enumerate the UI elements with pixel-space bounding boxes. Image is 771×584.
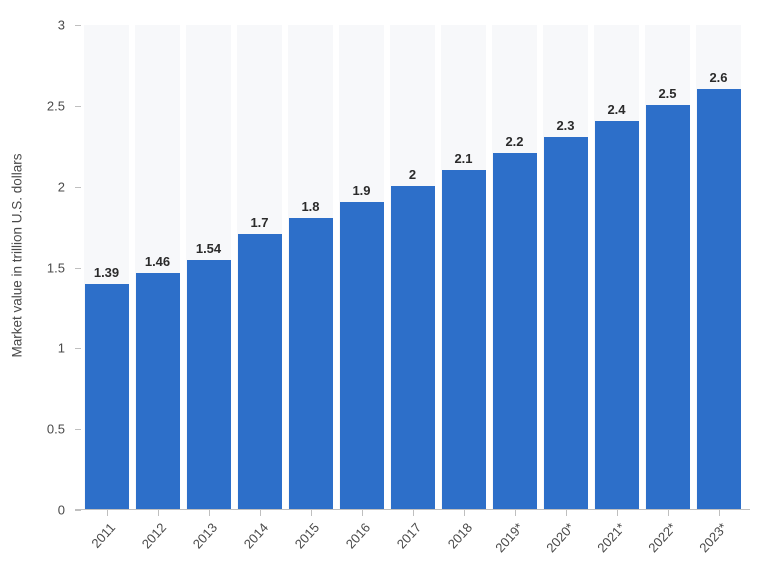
bar[interactable] (544, 137, 588, 509)
y-tick-label: 2.5 (5, 98, 65, 113)
bar-slot: 1.9 (339, 25, 384, 509)
x-tick: 2016 (339, 512, 384, 572)
x-tick: 2018 (441, 512, 486, 572)
bar-slot: 2.4 (594, 25, 639, 509)
y-tick-label: 0 (5, 503, 65, 518)
bar[interactable] (697, 89, 741, 509)
x-tick-mark (719, 510, 720, 516)
bar-value-label: 2.2 (505, 134, 523, 149)
bar[interactable] (442, 170, 486, 510)
x-tick-mark (158, 510, 159, 516)
bar-value-label: 2.3 (556, 118, 574, 133)
bar[interactable] (289, 218, 333, 509)
y-tick-mark (75, 187, 81, 188)
bar[interactable] (136, 273, 180, 509)
x-tick-label: 2011 (88, 520, 118, 551)
bar-value-label: 2.5 (658, 86, 676, 101)
y-tick-label: 3 (5, 18, 65, 33)
bar-slot: 2 (390, 25, 435, 509)
x-tick: 2012 (135, 512, 180, 572)
y-tick-mark (75, 268, 81, 269)
x-tick-label: 2017 (393, 520, 423, 552)
market-value-bar-chart: Market value in trillion U.S. dollars 00… (0, 0, 771, 584)
x-tick-label: 2014 (240, 520, 270, 552)
bar-value-label: 1.46 (145, 254, 170, 269)
x-tick-label: 2012 (138, 520, 168, 552)
x-tick: 2017 (390, 512, 435, 572)
bar-slot: 2.6 (696, 25, 741, 509)
y-tick-label: 1 (5, 341, 65, 356)
x-tick-mark (566, 510, 567, 516)
bar-value-label: 1.7 (250, 215, 268, 230)
bar-value-label: 1.9 (352, 183, 370, 198)
x-tick-label: 2013 (189, 520, 219, 552)
bar-slot: 2.5 (645, 25, 690, 509)
x-tick: 2022* (645, 512, 690, 572)
x-tick-mark (260, 510, 261, 516)
bar-value-label: 2.4 (607, 102, 625, 117)
y-tick-mark (75, 25, 81, 26)
bar-value-label: 1.8 (301, 199, 319, 214)
y-tick-mark (75, 429, 81, 430)
bar[interactable] (595, 121, 639, 509)
x-tick-mark (464, 510, 465, 516)
bar-slot: 1.39 (84, 25, 129, 509)
x-tick-label: 2020* (543, 520, 577, 555)
bar[interactable] (493, 153, 537, 509)
bar-value-label: 2.6 (709, 70, 727, 85)
x-tick-mark (107, 510, 108, 516)
bar-value-label: 1.54 (196, 241, 221, 256)
x-tick-mark (311, 510, 312, 516)
x-tick-label: 2023* (696, 520, 730, 555)
x-tick: 2015 (288, 512, 333, 572)
x-tick: 2020* (543, 512, 588, 572)
x-tick: 2013 (186, 512, 231, 572)
x-tick-label: 2022* (645, 520, 679, 555)
bar-slot: 1.46 (135, 25, 180, 509)
bar[interactable] (646, 105, 690, 509)
y-tick-mark (75, 348, 81, 349)
x-tick-mark (668, 510, 669, 516)
x-tick-mark (209, 510, 210, 516)
bar[interactable] (391, 186, 435, 509)
x-tick-label: 2015 (291, 520, 321, 552)
y-tick-label: 0.5 (5, 422, 65, 437)
bar-slot: 2.1 (441, 25, 486, 509)
x-tick-mark (617, 510, 618, 516)
bar-slot: 2.2 (492, 25, 537, 509)
x-tick-label: 2016 (342, 520, 372, 552)
bars-container: 1.39 1.46 1.54 1.7 1.8 1.9 2 2.1 2.2 2.3 2.4 2.5 2.6 (75, 25, 750, 509)
bar-value-label: 1.39 (94, 265, 119, 280)
x-axis-ticks: 2011 2012 2013 2014 2015 2016 2017 2018 2019* 202… (75, 512, 750, 572)
x-tick-mark (515, 510, 516, 516)
x-tick-mark (362, 510, 363, 516)
x-tick-label: 2019* (492, 520, 526, 555)
x-tick-mark (413, 510, 414, 516)
bar-slot: 1.54 (186, 25, 231, 509)
x-tick: 2023* (696, 512, 741, 572)
x-tick: 2014 (237, 512, 282, 572)
y-tick-mark (75, 510, 81, 511)
x-tick-label: 2021* (594, 520, 628, 555)
bar[interactable] (187, 260, 231, 509)
bar-slot: 1.8 (288, 25, 333, 509)
x-tick: 2011 (84, 512, 129, 572)
y-axis-ticks: 00.511.522.53 (0, 25, 75, 510)
x-tick: 2019* (492, 512, 537, 572)
y-tick-mark (75, 106, 81, 107)
x-tick-label: 2018 (444, 520, 474, 552)
bar-slot: 2.3 (543, 25, 588, 509)
plot-area: 1.39 1.46 1.54 1.7 1.8 1.9 2 2.1 2.2 2.3 2.4 2.5 2.6 (75, 25, 750, 510)
bar-value-label: 2 (409, 167, 416, 182)
bar[interactable] (85, 284, 129, 509)
bar-slot: 1.7 (237, 25, 282, 509)
y-tick-label: 1.5 (5, 260, 65, 275)
bar[interactable] (238, 234, 282, 509)
x-tick: 2021* (594, 512, 639, 572)
y-tick-label: 2 (5, 179, 65, 194)
bar[interactable] (340, 202, 384, 509)
bar-value-label: 2.1 (454, 151, 472, 166)
